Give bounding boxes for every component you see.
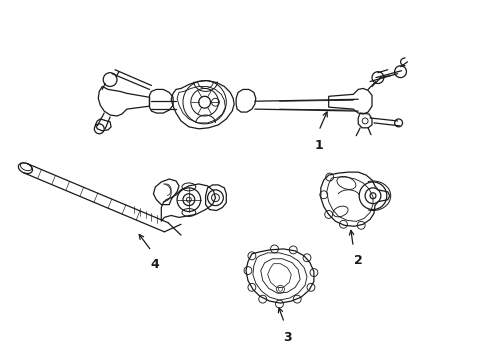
Text: 2: 2: [353, 254, 362, 267]
Text: 3: 3: [283, 330, 291, 344]
Text: 4: 4: [150, 258, 159, 271]
Text: 1: 1: [314, 139, 323, 152]
